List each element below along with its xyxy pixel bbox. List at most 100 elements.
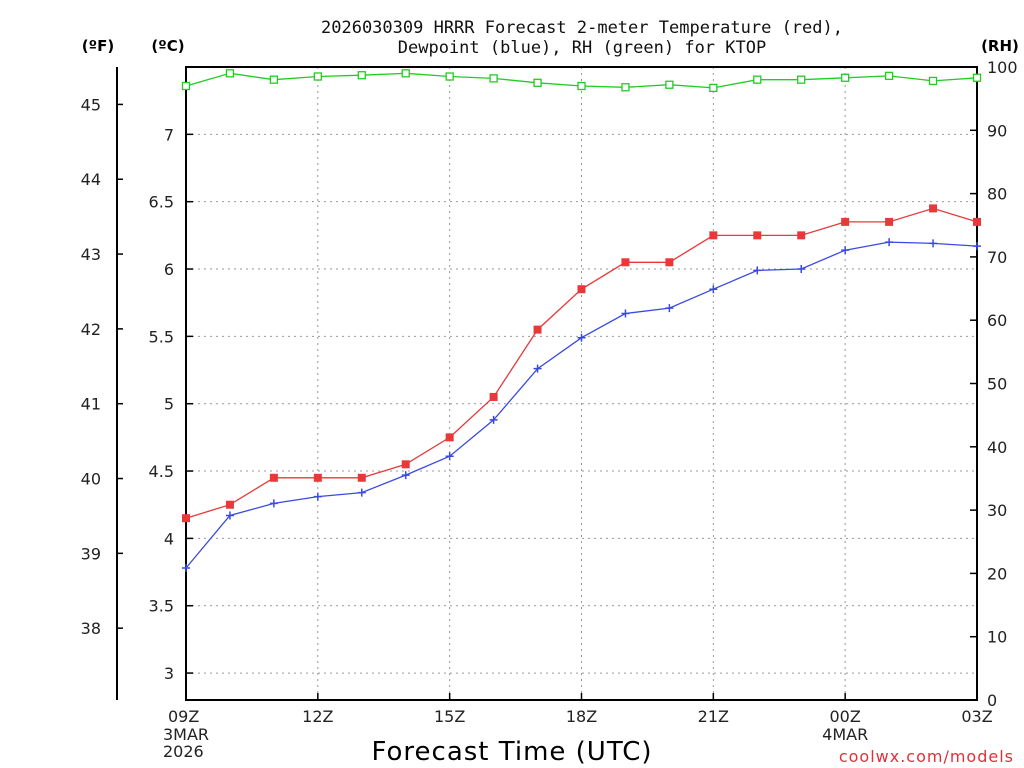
data-series — [181, 69, 982, 573]
temperature-point — [753, 231, 762, 240]
dewpoint-point — [753, 266, 762, 275]
dewpoint-point — [269, 499, 278, 508]
fahrenheit-tick-label: 43 — [81, 245, 101, 264]
x-axis-title: Forecast Time (UTC) — [371, 737, 652, 767]
rh-point — [621, 83, 630, 92]
rh-point — [401, 69, 410, 78]
date-label: 3MAR — [163, 725, 209, 744]
rh-tick-label: 0 — [987, 691, 997, 710]
rh-point — [313, 72, 322, 81]
dewpoint-point — [973, 242, 981, 251]
time-tick-label: 15Z — [434, 707, 465, 726]
fahrenheit-tick-label: 45 — [81, 95, 101, 114]
rh-tick-label: 80 — [987, 185, 1007, 204]
dewpoint-point — [709, 285, 718, 294]
grid-lines — [186, 67, 977, 700]
rh-tick-label: 60 — [987, 311, 1007, 330]
dewpoint-point — [313, 492, 322, 501]
temperature-point — [621, 258, 630, 267]
rh-point — [753, 75, 762, 84]
celsius-tick-label: 6 — [164, 260, 174, 279]
fahrenheit-tick-label: 41 — [81, 395, 101, 414]
rh-tick-label: 10 — [987, 628, 1007, 647]
rh-tick-label: 40 — [987, 438, 1007, 457]
time-tick-label: 03Z — [961, 707, 992, 726]
axis-ticks: 3 3.5 4 4.5 5 5.5 6 6.5 7 38 39 40 41 42 43 44 45 0 10 20 30… — [81, 58, 1018, 761]
dewpoint-point — [621, 309, 630, 318]
rh-unit-label: (RH) — [981, 37, 1019, 55]
credit-link[interactable]: coolwx.com/models — [839, 747, 1014, 766]
fahrenheit-tick-label: 42 — [81, 320, 101, 339]
temperature-point — [357, 473, 366, 482]
rh-point — [445, 72, 454, 81]
rh-tick-label: 70 — [987, 248, 1007, 267]
time-tick-label: 18Z — [566, 707, 597, 726]
rh-point — [577, 81, 586, 91]
dewpoint-point — [357, 488, 366, 497]
rh-point — [841, 73, 850, 82]
celsius-unit-label: (ºC) — [151, 37, 184, 55]
rh-point — [709, 83, 718, 93]
fahrenheit-tick-label: 44 — [81, 170, 101, 189]
dewpoint-point — [182, 564, 190, 573]
dewpoint-point — [445, 452, 454, 461]
dewpoint-point — [885, 238, 894, 247]
celsius-tick-label: 5 — [164, 395, 174, 414]
celsius-tick-label: 7 — [164, 125, 174, 144]
rh-point — [797, 75, 806, 84]
rh-tick-label: 90 — [987, 121, 1007, 140]
time-tick-label: 21Z — [698, 707, 729, 726]
celsius-tick-label: 3.5 — [149, 597, 174, 616]
chart-title: 2026030309 HRRR Forecast 2-meter Tempera… — [321, 18, 843, 38]
fahrenheit-tick-label: 39 — [81, 544, 101, 563]
dewpoint-point — [225, 511, 234, 520]
fahrenheit-tick-label: 40 — [81, 470, 101, 489]
rh-tick-label: 30 — [987, 501, 1007, 520]
dewpoint-point — [665, 304, 674, 313]
celsius-tick-label: 5.5 — [149, 327, 174, 346]
temperature-point — [797, 231, 806, 240]
celsius-tick-label: 4.5 — [149, 462, 174, 481]
rh-point — [972, 73, 982, 82]
chart-subtitle: Dewpoint (blue), RH (green) for KTOP — [398, 38, 766, 58]
fahrenheit-unit-label: (ºF) — [82, 37, 114, 55]
dewpoint-point — [577, 333, 586, 342]
year-label: 2026 — [163, 742, 204, 761]
axes — [116, 66, 978, 701]
rh-tick-label: 100 — [987, 58, 1018, 77]
rh-point — [489, 74, 498, 83]
rh-point — [181, 81, 191, 91]
rh-point — [225, 69, 235, 78]
rh-tick-label: 20 — [987, 564, 1007, 583]
temperature-point — [973, 217, 981, 226]
temperature-point — [182, 514, 190, 523]
dewpoint-point — [401, 471, 410, 480]
dewpoint-point — [533, 364, 542, 373]
date-label: 4MAR — [822, 725, 868, 744]
celsius-tick-label: 4 — [164, 529, 174, 548]
time-tick-label: 12Z — [302, 707, 333, 726]
temperature-point — [445, 433, 454, 442]
rh-point — [357, 71, 366, 80]
rh-point — [884, 71, 894, 81]
temperature-point — [313, 473, 322, 482]
plot-frame — [185, 66, 978, 701]
dewpoint-point — [797, 265, 806, 274]
temperature-point — [885, 217, 894, 226]
temperature-point — [709, 231, 718, 240]
rh-point — [533, 78, 542, 87]
temperature-point — [665, 258, 674, 267]
temperature-point — [269, 473, 278, 482]
temperature-point — [225, 500, 234, 509]
temperature-point — [533, 325, 542, 334]
rh-point — [665, 80, 674, 89]
rh-point — [269, 75, 279, 84]
time-tick-label: 09Z — [168, 707, 199, 726]
rh-tick-label: 50 — [987, 375, 1007, 394]
dewpoint-point — [841, 246, 850, 255]
fahrenheit-tick-label: 38 — [81, 619, 101, 638]
celsius-tick-label: 6.5 — [149, 193, 174, 212]
dewpoint-point — [929, 239, 938, 248]
temperature-point — [577, 285, 586, 294]
